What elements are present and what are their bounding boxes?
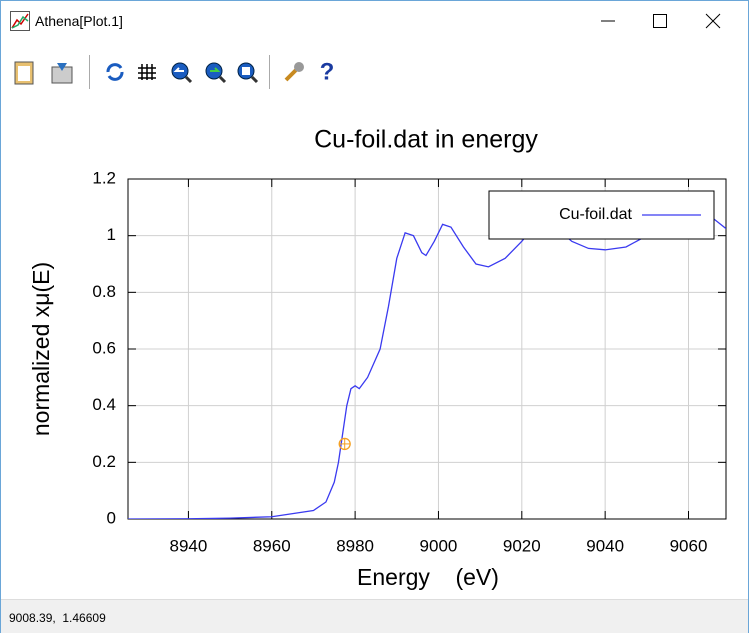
y-tick-label: 1.2 (92, 168, 116, 187)
title-bar: Athena[Plot.1] (1, 1, 748, 41)
plot-frame (127, 178, 727, 520)
x-tick-label: 8980 (336, 536, 374, 555)
toolbar: ? (1, 41, 748, 103)
clipboard-button[interactable] (11, 59, 37, 85)
zoom-out-button[interactable] (168, 59, 194, 85)
status-bar: 9008.39, 1.46609 (1, 599, 748, 633)
zoom-in-button[interactable] (202, 59, 228, 85)
refresh-button[interactable] (102, 59, 128, 85)
maximize-button[interactable] (653, 14, 667, 28)
grid-button[interactable] (134, 59, 160, 85)
zoom-reset-button[interactable] (234, 59, 260, 85)
x-tick-label: 9060 (670, 536, 708, 555)
x-tick-label: 9040 (586, 536, 624, 555)
x-tick-label: 8940 (170, 536, 208, 555)
x-tick-label: 9000 (420, 536, 458, 555)
chart: Cu-foil.dat in energy Energy (eV) normal… (28, 126, 727, 590)
x-tick-label: 8960 (253, 536, 291, 555)
x-tick-label: 9020 (503, 536, 541, 555)
separator (269, 55, 270, 89)
y-tick-label: 0.4 (92, 395, 116, 414)
save-button[interactable] (49, 59, 75, 85)
status-text: 9008.39, 1.46609 (9, 611, 106, 625)
y-tick-label: 1 (107, 225, 116, 244)
y-tick-label: 0.8 (92, 282, 116, 301)
window-title: Athena[Plot.1] (35, 13, 123, 29)
settings-button[interactable] (281, 59, 307, 85)
data-line (128, 213, 726, 519)
svg-text:?: ? (320, 59, 335, 85)
app-icon (10, 11, 30, 31)
y-tick-label: 0.2 (92, 452, 116, 471)
cursor-marker (338, 437, 351, 451)
help-button[interactable]: ? (314, 59, 340, 85)
y-tick-label: 0.6 (92, 338, 116, 357)
window-controls (601, 13, 721, 29)
separator (89, 55, 90, 89)
y-axis-label: normalized xμ(E) (28, 262, 54, 436)
chart-title: Cu-foil.dat in energy (314, 126, 538, 154)
legend-label: Cu-foil.dat (559, 206, 632, 223)
x-axis-label: Energy (eV) (357, 564, 499, 590)
y-tick-label: 0 (107, 508, 116, 527)
close-button[interactable] (705, 13, 721, 29)
